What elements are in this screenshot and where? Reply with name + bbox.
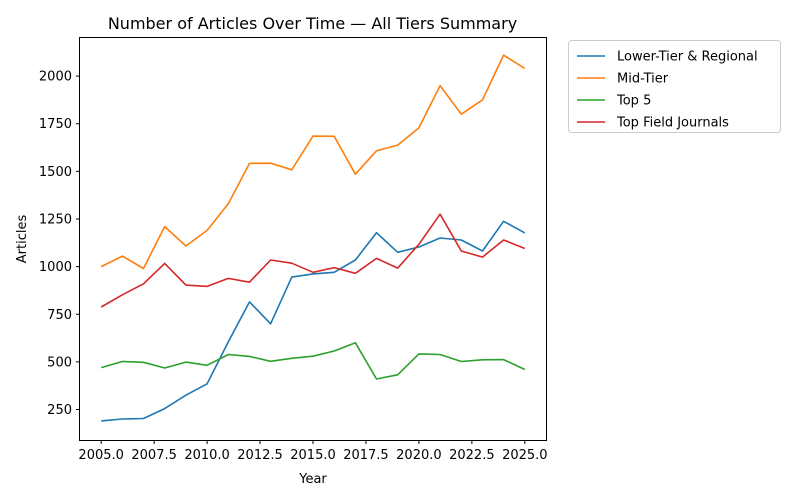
series-line-4 xyxy=(100,213,526,308)
plot-area xyxy=(79,37,547,441)
legend-label: Mid-Tier xyxy=(617,72,669,87)
y-tick-label: 1000 xyxy=(39,260,72,275)
y-tick-label: 750 xyxy=(47,308,72,323)
chart-title: Number of Articles Over Time — All Tiers… xyxy=(108,14,517,33)
y-tick-label: 250 xyxy=(47,403,72,418)
x-axis-title: Year xyxy=(298,472,327,487)
y-tick-label: 1250 xyxy=(39,212,72,227)
legend-label: Top 5 xyxy=(616,94,651,109)
x-axis: 2005.0 2007.5 2010.0 2012.5 2015.0 2017.5 2020… xyxy=(78,440,548,463)
x-tick-label: 2007.5 xyxy=(131,448,177,463)
x-tick-label: 2017.5 xyxy=(343,448,389,463)
y-tick-label: 500 xyxy=(47,355,72,370)
y-tick-label: 1500 xyxy=(39,165,72,180)
legend: Lower-Tier & Regional Mid-Tier Top 5 Top Fi… xyxy=(568,40,781,133)
y-tick-label: 2000 xyxy=(39,70,72,85)
series-layer xyxy=(100,54,526,422)
y-tick-label: 1750 xyxy=(39,117,72,132)
x-tick-label: 2005.0 xyxy=(78,448,124,463)
legend-label: Lower-Tier & Regional xyxy=(617,50,758,65)
y-axis-title: Articles xyxy=(15,215,30,264)
series-line-3 xyxy=(100,341,526,380)
x-tick-label: 2025.0 xyxy=(502,448,548,463)
x-tick-label: 2022.5 xyxy=(449,448,495,463)
legend-frame xyxy=(568,40,781,133)
series-line-2 xyxy=(100,54,526,270)
x-tick-label: 2015.0 xyxy=(290,448,336,463)
legend-label: Top Field Journals xyxy=(616,116,729,131)
x-tick-label: 2010.0 xyxy=(184,448,230,463)
x-tick-label: 2012.5 xyxy=(237,448,283,463)
x-tick-label: 2020.0 xyxy=(396,448,442,463)
y-axis: 250 500 750 1000 1250 1500 1750 2000 xyxy=(39,70,80,418)
